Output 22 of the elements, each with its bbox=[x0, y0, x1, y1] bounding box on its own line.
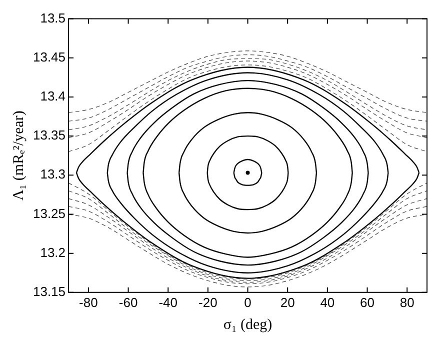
line-series bbox=[68, 54, 427, 122]
x-tick-label: 80 bbox=[400, 294, 414, 310]
y-tick-label: 13.3 bbox=[40, 166, 66, 182]
line-series bbox=[68, 50, 427, 113]
y-tick-label: 13.5 bbox=[40, 10, 66, 26]
x-tick-label: -60 bbox=[118, 294, 138, 310]
line-series bbox=[68, 64, 427, 152]
x-tick-label: -20 bbox=[198, 294, 218, 310]
y-tick-label: 13.25 bbox=[32, 206, 66, 221]
x-tick-label: 20 bbox=[280, 294, 295, 310]
x-tick-label: 40 bbox=[320, 294, 335, 310]
y-axis-title: Λ₁ (mRₑ²/year) bbox=[10, 110, 27, 201]
y-tick-label: 13.45 bbox=[32, 49, 66, 64]
y-tick-label: 13.35 bbox=[32, 128, 66, 143]
x-axis-title: σ₁ (deg) bbox=[223, 316, 272, 333]
x-tick-label: -80 bbox=[79, 294, 98, 310]
y-tick-label: 13.4 bbox=[40, 88, 66, 104]
x-tick-label: 0 bbox=[244, 294, 252, 310]
x-tick-label: 60 bbox=[360, 294, 374, 310]
y-tick-label: 13.15 bbox=[32, 284, 66, 299]
y-tick-label: 13.2 bbox=[40, 244, 66, 260]
x-tick-label: -40 bbox=[158, 294, 178, 310]
